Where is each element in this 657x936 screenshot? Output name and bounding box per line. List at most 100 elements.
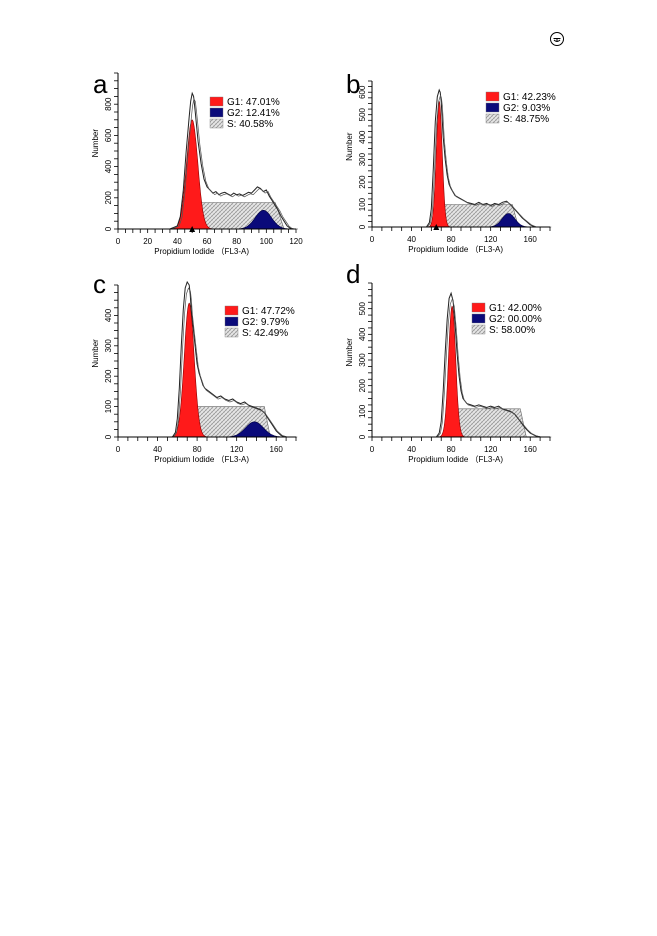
total-histogram-line [372,291,550,438]
x-axis-title: Propidium Iodide （FL3-A) [408,245,503,254]
fitted-model-line [119,287,298,438]
histogram-panel-b: 0 40 80 120 160 0 100 200 300 400 500 600 Propidium … [345,69,556,254]
legend-swatch-g2 [224,316,239,327]
y-tick-label: 200 [104,369,113,383]
legend-entry-s: S: 58.00% [489,325,535,336]
x-tick-label: 80 [193,445,202,454]
y-tick-label: 100 [358,197,367,211]
y-tick-label: 600 [358,85,367,99]
x-tick-label: 40 [153,445,162,454]
g2-phase-peak [226,421,283,438]
legend-entry-g1: G1: 42.23% [503,92,556,103]
x-tick-label: 0 [116,445,121,454]
legend-entry-g1: G1: 47.72% [242,306,295,317]
y-tick-label: 800 [104,97,113,111]
y-tick-label: 0 [104,434,113,439]
histogram-panel-a: 0 20 40 60 80 100 120 0 200 400 600 800 Propidium Io… [91,69,303,256]
y-axis-title: Number [345,132,354,161]
fitted-model-line [119,97,298,230]
x-tick-label: 0 [370,235,375,244]
g2-phase-peak [487,213,529,228]
panel-label: b [346,69,360,99]
legend-swatch-s [471,324,486,335]
fitted-model-line [373,94,552,228]
y-tick-label: 200 [358,378,367,392]
y-tick-label: 100 [104,399,113,413]
x-axis-title: Propidium Iodide （FL3-A) [408,455,503,464]
y-tick-label: 0 [358,434,367,439]
y-tick-label: 200 [358,175,367,189]
legend-swatch-g2 [209,107,224,118]
legend-entry-g2: G2: 9.03% [503,103,550,114]
legend-entry-g2: G2: 9.79% [242,317,289,328]
legend-swatch-g1 [224,305,239,316]
x-tick-label: 120 [289,237,303,246]
y-tick-label: 400 [358,130,367,144]
x-tick-label: 80 [447,445,456,454]
x-tick-label: 40 [407,445,416,454]
y-tick-label: 200 [104,191,113,205]
x-tick-label: 120 [484,445,498,454]
legend-entry-g2: G2: 00.00% [489,314,542,325]
x-tick-label: 160 [270,445,284,454]
legend-swatch-s [209,118,224,129]
x-tick-label: 40 [173,237,182,246]
y-tick-label: 400 [104,159,113,173]
y-tick-label: 0 [104,226,113,231]
histogram-panel-c: 0 40 80 120 160 0 100 200 300 400 Propidium Iodide… [91,269,298,464]
legend-swatch-s [224,327,239,338]
legend-swatch-g2 [471,313,486,324]
g2-phase-peak [237,210,290,230]
x-tick-label: 40 [407,235,416,244]
x-tick-label: 60 [203,237,212,246]
legend-entry-s: S: 40.58% [227,119,273,130]
total-histogram-line [118,91,296,230]
legend-entry-s: S: 48.75% [503,114,549,125]
x-axis-title: Propidium Iodide （FL3-A) [154,455,249,464]
g1-phase-peak [428,101,450,227]
legend-swatch-g1 [471,302,486,313]
x-tick-label: 80 [447,235,456,244]
gate-marker-icon [433,224,440,230]
legend-swatch-g2 [485,102,500,113]
legend-swatch-s [485,113,500,124]
x-tick-label: 160 [524,235,538,244]
y-tick-label: 300 [358,353,367,367]
y-tick-label: 300 [104,339,113,353]
legend-swatch-g1 [209,96,224,107]
y-tick-label: 400 [104,308,113,322]
g1-phase-peak [171,302,207,437]
x-tick-label: 160 [524,445,538,454]
y-tick-label: 300 [358,152,367,166]
x-tick-label: 80 [232,237,241,246]
fitted-model-line [373,297,552,438]
x-tick-label: 20 [143,237,152,246]
gate-marker-icon [189,226,196,232]
legend-entry-g1: G1: 42.00% [489,303,542,314]
panel-label: c [93,269,106,299]
panel-label: a [93,69,108,99]
panel-label: d [346,259,360,289]
y-tick-label: 500 [358,107,367,121]
y-tick-label: 600 [104,128,113,142]
legend-entry-g1: G1: 47.01% [227,97,280,108]
histogram-panel-d: 0 40 80 120 160 0 100 200 300 400 500 Propidium Iod… [345,259,552,464]
y-axis-title: Number [345,338,354,367]
x-tick-label: 120 [230,445,244,454]
y-tick-label: 0 [358,224,367,229]
legend-entry-s: S: 42.49% [242,328,288,339]
x-tick-label: 120 [484,235,498,244]
legend-swatch-g1 [485,91,500,102]
y-axis-title: Number [91,129,100,158]
y-tick-label: 100 [358,404,367,418]
x-tick-label: 0 [116,237,121,246]
y-tick-label: 500 [358,301,367,315]
y-axis-title: Number [91,339,100,368]
x-axis-title: Propidium Iodide （FL3-A) [154,247,249,256]
g1-phase-peak [439,305,466,437]
y-tick-label: 400 [358,327,367,341]
legend-entry-g2: G2: 12.41% [227,108,280,119]
x-tick-label: 0 [370,445,375,454]
x-tick-label: 100 [260,237,274,246]
